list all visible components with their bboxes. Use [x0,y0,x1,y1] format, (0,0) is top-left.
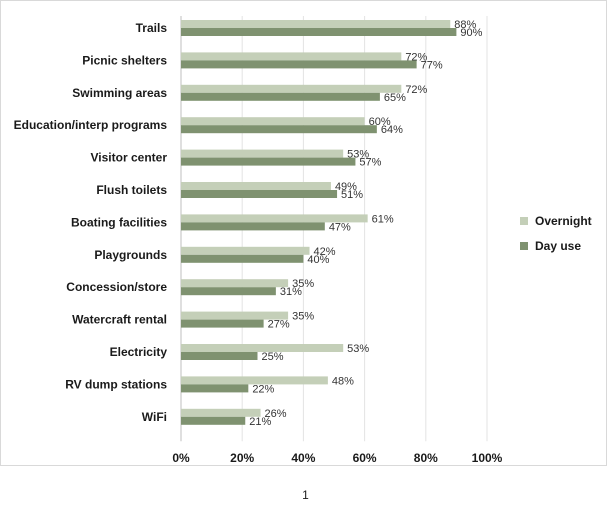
bar-day-use-rv-dump-stations [181,384,249,393]
bar-overnight-rv-dump-stations [181,376,328,385]
category-label-swimming-areas: Swimming areas [72,86,167,100]
legend-swatch-day-use [520,241,528,250]
bar-overnight-education-interp-programs [181,117,365,126]
bar-day-use-playgrounds [181,254,304,263]
bar-day-use-trails [181,28,457,36]
category-label-flush-toilets: Flush toilets [96,183,167,197]
bar-overnight-concession-store [181,279,289,288]
data-label-overnight-swimming-areas: 72% [405,84,427,96]
category-label-picnic-shelters: Picnic shelters [82,53,167,67]
category-label-education-interp-programs: Education/interp programs [14,118,168,132]
data-label-day-use-swimming-areas: 65% [384,92,406,104]
bar-overnight-watercraft-rental [181,311,289,320]
category-label-boating-facilities: Boating facilities [71,215,167,229]
data-label-day-use-watercraft-rental: 27% [268,319,290,331]
bar-overnight-boating-facilities [181,214,368,223]
data-label-overnight-flush-toilets: 49% [335,181,357,193]
category-label-trails: Trails [136,21,168,35]
bar-day-use-flush-toilets [181,190,338,198]
bar-overnight-trails [181,20,451,28]
category-label-visitor-center: Visitor center [91,151,168,165]
category-label-rv-dump-stations: RV dump stations [65,377,167,391]
data-label-overnight-electricity: 53% [347,343,369,355]
category-label-concession-store: Concession/store [66,280,167,294]
data-label-overnight-trails: 88% [454,19,476,31]
data-label-day-use-visitor-center: 57% [359,157,381,169]
bar-overnight-wifi [181,408,261,417]
legend-label-overnight: Overnight [535,213,592,228]
data-label-overnight-wifi: 26% [265,408,287,420]
data-label-overnight-watercraft-rental: 35% [292,311,314,323]
data-label-overnight-concession-store: 35% [292,278,314,290]
bar-day-use-picnic-shelters [181,60,417,69]
legend: Overnight Day use [520,212,592,262]
bar-chart: 0% 20% 40% 60% 80% 100% Trails 88%90% Picnic she… [14,16,503,465]
data-label-day-use-concession-store: 31% [280,286,302,298]
bar-day-use-wifi [181,416,246,425]
data-label-day-use-rv-dump-stations: 22% [252,383,274,395]
page-number: 1 [302,488,309,502]
x-tick-label: 80% [414,451,438,465]
category-label-watercraft-rental: Watercraft rental [72,313,167,327]
x-tick-label: 40% [291,451,315,465]
bar-day-use-education-interp-programs [181,125,377,134]
data-label-day-use-trails: 90% [460,27,482,39]
data-label-overnight-boating-facilities: 61% [372,213,394,225]
data-label-day-use-wifi: 21% [249,416,271,428]
bar-overnight-flush-toilets [181,182,331,190]
bar-day-use-visitor-center [181,157,356,166]
bar-overnight-electricity [181,344,344,352]
legend-swatch-overnight [520,216,528,225]
legend-item-day-use: Day use [520,237,592,254]
bar-day-use-swimming-areas [181,92,380,101]
legend-item-overnight: Overnight [520,212,592,229]
bar-overnight-visitor-center [181,149,344,158]
bar-day-use-electricity [181,352,258,360]
data-label-overnight-playgrounds: 42% [314,246,336,258]
category-label-electricity: Electricity [110,345,168,359]
data-label-day-use-picnic-shelters: 77% [421,59,443,71]
bar-overnight-picnic-shelters [181,52,402,61]
x-tick-label: 100% [472,451,503,465]
data-label-day-use-playgrounds: 40% [307,254,329,266]
x-tick-label: 20% [230,451,254,465]
bar-overnight-playgrounds [181,246,310,255]
data-label-day-use-boating-facilities: 47% [329,221,351,233]
category-label-playgrounds: Playgrounds [94,248,167,262]
data-label-day-use-electricity: 25% [262,351,284,363]
legend-label-day-use: Day use [535,238,582,253]
data-label-overnight-rv-dump-stations: 48% [332,375,354,387]
bar-day-use-concession-store [181,287,276,296]
x-tick-label: 0% [172,451,190,465]
category-label-wifi: WiFi [142,410,167,424]
data-label-day-use-flush-toilets: 51% [341,189,363,201]
bar-day-use-watercraft-rental [181,319,264,328]
data-label-day-use-education-interp-programs: 64% [381,124,403,136]
bar-day-use-boating-facilities [181,222,325,231]
x-tick-label: 60% [353,451,377,465]
bar-overnight-swimming-areas [181,84,402,93]
